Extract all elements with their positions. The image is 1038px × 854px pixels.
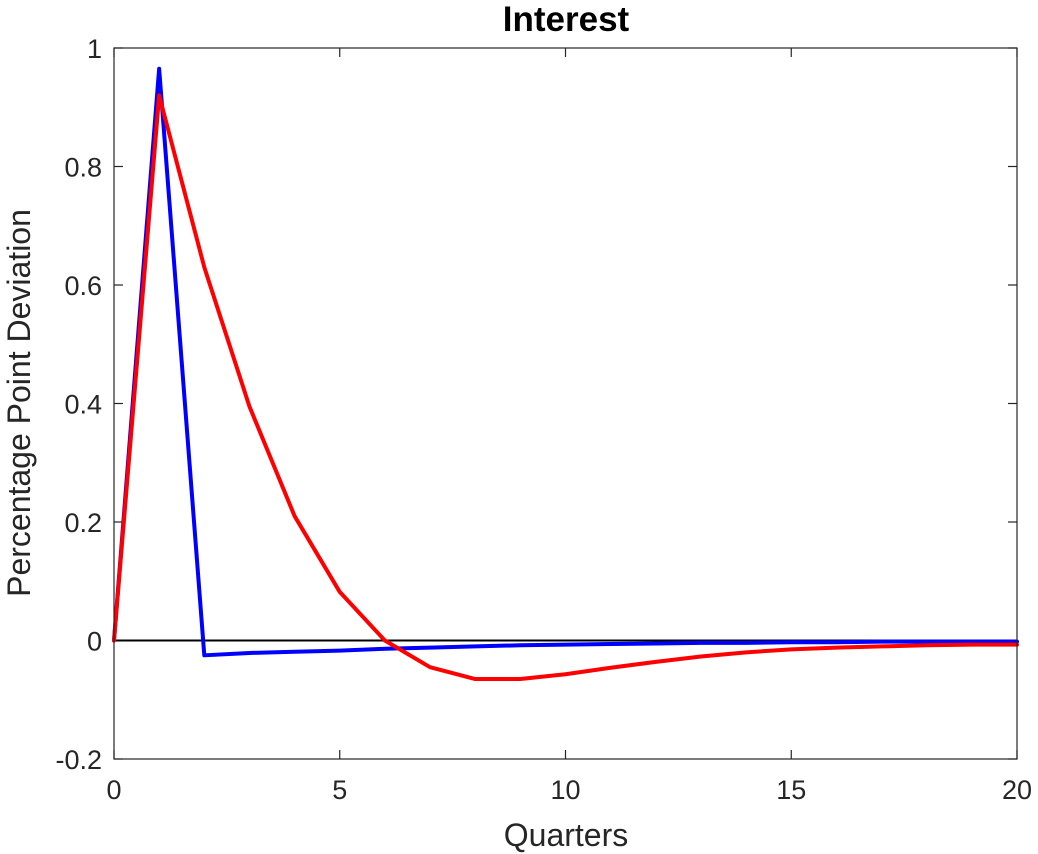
x-axis-label: Quarters — [504, 817, 628, 853]
y-tick-label: 0.6 — [64, 271, 102, 301]
x-tick-label: 5 — [332, 775, 347, 805]
plot-frame — [113, 47, 1018, 760]
series-line-1 — [112, 66, 1019, 658]
x-tick-label: 10 — [550, 775, 580, 805]
y-tick-label: 1 — [87, 34, 102, 64]
y-axis-label: Percentage Point Deviation — [1, 209, 37, 597]
y-tick-label: 0.2 — [64, 508, 102, 538]
y-tick-label: 0.8 — [64, 153, 102, 183]
chart-title: Interest — [503, 0, 630, 39]
y-tick-label: 0.4 — [64, 390, 102, 420]
series-line-2 — [112, 93, 1019, 682]
series-group — [112, 66, 1019, 682]
x-tick-label: 15 — [776, 775, 806, 805]
y-tick-label: 0 — [87, 627, 102, 657]
x-tick-label: 0 — [106, 775, 121, 805]
x-tick-label: 20 — [1002, 775, 1032, 805]
tick-labels: 0 5 10 15 20-0.200.20.40.60.81 — [55, 34, 1032, 805]
y-tick-label: -0.2 — [55, 745, 102, 775]
